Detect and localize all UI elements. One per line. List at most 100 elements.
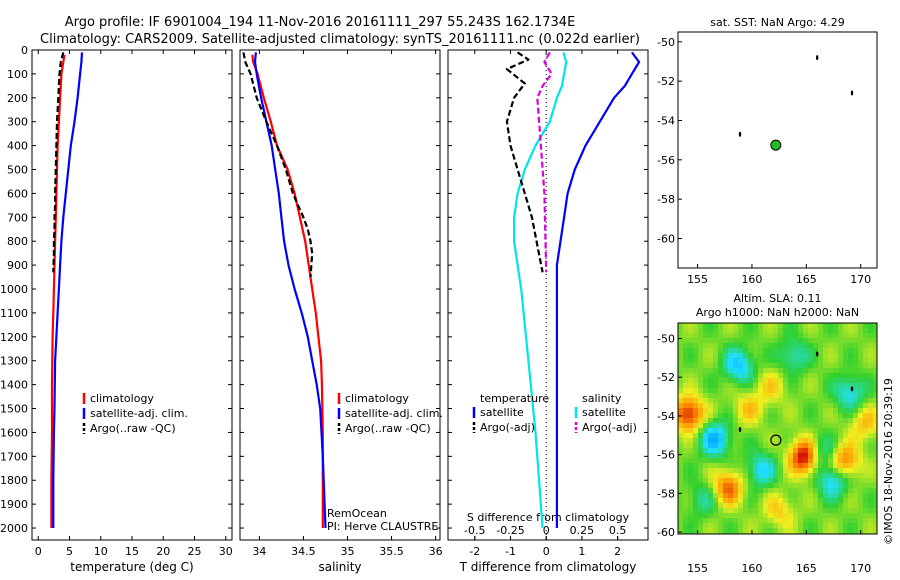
sla-cell	[688, 333, 693, 338]
x-tick-label: 1	[578, 545, 585, 558]
sla-cell	[858, 403, 863, 408]
sla-cell	[773, 488, 778, 493]
sla-cell	[763, 433, 768, 438]
sla-cell	[793, 438, 798, 443]
sla-cell	[748, 358, 753, 363]
sla-cell	[828, 428, 833, 433]
sla-cell	[823, 323, 828, 328]
sla-cell	[853, 523, 858, 528]
sla-cell	[693, 523, 698, 528]
sla-cell	[798, 438, 803, 443]
sla-cell	[713, 418, 718, 423]
sla-cell	[858, 513, 863, 518]
sla-cell	[798, 418, 803, 423]
sla-cell	[838, 503, 843, 508]
y-tick-label: 0	[21, 44, 28, 57]
legend-climatology: climatology	[345, 392, 409, 405]
sla-cell	[808, 338, 813, 343]
sla-cell	[798, 413, 803, 418]
sla-cell	[723, 438, 728, 443]
sla-cell	[848, 443, 853, 448]
sla-cell	[698, 478, 703, 483]
sla-cell	[738, 343, 743, 348]
sla-cell	[843, 458, 848, 463]
sla-cell	[763, 383, 768, 388]
sla-cell	[703, 403, 708, 408]
sla-cell	[688, 398, 693, 403]
sla-cell	[703, 483, 708, 488]
sla-cell	[763, 468, 768, 473]
sla-cell	[833, 408, 838, 413]
sla-cell	[808, 473, 813, 478]
sla-cell	[803, 418, 808, 423]
sla-cell	[688, 348, 693, 353]
sla-cell	[753, 403, 758, 408]
sla-cell	[718, 483, 723, 488]
sla-cell	[838, 343, 843, 348]
sla-cell	[713, 378, 718, 383]
header-line-2: Climatology: CARS2009. Satellite-adjuste…	[40, 32, 640, 47]
sla-cell	[688, 413, 693, 418]
sla-cell	[808, 528, 813, 533]
sla-cell	[813, 463, 818, 468]
sla-cell	[743, 403, 748, 408]
sla-cell	[788, 513, 793, 518]
sla-cell	[848, 468, 853, 473]
sla-cell	[793, 398, 798, 403]
sla-cell	[683, 408, 688, 413]
sla-cell	[803, 483, 808, 488]
sla-cell	[808, 368, 813, 373]
sla-cell	[693, 483, 698, 488]
sla-cell	[738, 523, 743, 528]
sla-cell	[833, 398, 838, 403]
sla-cell	[748, 373, 753, 378]
sla-cell	[853, 453, 858, 458]
series-line-3	[536, 51, 553, 273]
sla-cell	[748, 418, 753, 423]
sla-cell	[788, 413, 793, 418]
sla-cell	[718, 503, 723, 508]
sla-cell	[823, 508, 828, 513]
sla-cell	[758, 343, 763, 348]
sla-cell	[703, 438, 708, 443]
sla-cell	[768, 403, 773, 408]
sla-cell	[828, 498, 833, 503]
sla-cell	[738, 528, 743, 533]
sla-cell	[818, 468, 823, 473]
sla-cell	[773, 508, 778, 513]
sla-cell	[843, 413, 848, 418]
sla-cell	[678, 513, 683, 518]
sla-cell	[823, 458, 828, 463]
sla-cell	[688, 453, 693, 458]
sla-cell	[868, 443, 873, 448]
sla-cell	[678, 323, 683, 328]
sla-cell	[868, 333, 873, 338]
sla-cell	[808, 483, 813, 488]
sla-cell	[818, 428, 823, 433]
sla-cell	[683, 448, 688, 453]
sla-cell	[693, 363, 698, 368]
sla-cell	[703, 473, 708, 478]
sla-cell	[823, 513, 828, 518]
sla-cell	[823, 518, 828, 523]
sla-cell	[818, 398, 823, 403]
sla-cell	[678, 463, 683, 468]
sla-cell	[758, 503, 763, 508]
sla-cell	[793, 353, 798, 358]
sla-cell	[758, 338, 763, 343]
sla-cell	[748, 493, 753, 498]
sla-cell	[873, 373, 877, 378]
sla-cell	[848, 483, 853, 488]
sla-cell	[803, 403, 808, 408]
sla-cell	[818, 513, 823, 518]
sla-cell	[868, 523, 873, 528]
sla-cell	[783, 353, 788, 358]
sla-cell	[778, 453, 783, 458]
sla-cell	[838, 523, 843, 528]
sla-cell	[718, 413, 723, 418]
sla-cell	[873, 438, 877, 443]
sla-cell	[783, 518, 788, 523]
sla-cell	[813, 393, 818, 398]
sla-cell	[773, 383, 778, 388]
sla-cell	[738, 403, 743, 408]
